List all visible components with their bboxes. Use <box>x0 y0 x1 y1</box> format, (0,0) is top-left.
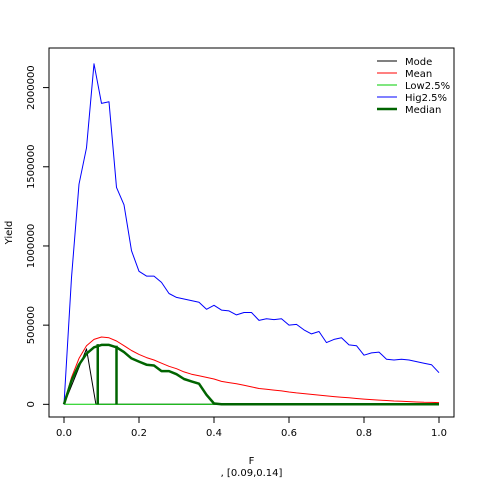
x-tick-label: 0.4 <box>206 428 222 439</box>
legend-label: Hig2.5% <box>405 93 447 104</box>
legend-label: Low2.5% <box>405 81 450 92</box>
series-layer <box>62 63 440 406</box>
y-tick-label: 2000000 <box>26 65 37 110</box>
x-tick-label: 1.0 <box>431 428 447 439</box>
y-axis-label: Yield <box>4 221 15 246</box>
y-tick-label: 1500000 <box>26 145 37 190</box>
x-axis: 0.0 0.2 0.4 0.6 0.8 1.0 <box>56 416 447 439</box>
plot-frame <box>48 47 455 418</box>
x-tick-label: 0.0 <box>56 428 72 439</box>
series-line-mode <box>63 348 439 405</box>
x-tick-label: 0.2 <box>131 428 147 439</box>
x-tick-label: 0.6 <box>281 428 297 439</box>
y-tick-label: 1000000 <box>26 224 37 269</box>
legend-label: Mean <box>405 69 432 80</box>
series-line-median <box>62 343 439 406</box>
y-tick-label: 500000 <box>26 306 37 344</box>
y-tick-label: 0 <box>26 401 37 407</box>
series-line-mean <box>63 336 440 405</box>
x-axis-sublabel: , [0.09,0.14] <box>221 468 283 479</box>
x-tick-label: 0.8 <box>356 428 372 439</box>
series-line-hig2-5- <box>63 63 440 405</box>
y-axis: 0 500000 1000000 1500000 2000000 <box>26 65 50 408</box>
legend-label: Median <box>405 105 441 116</box>
legend-label: Mode <box>405 57 432 68</box>
x-axis-label: F <box>249 456 255 467</box>
